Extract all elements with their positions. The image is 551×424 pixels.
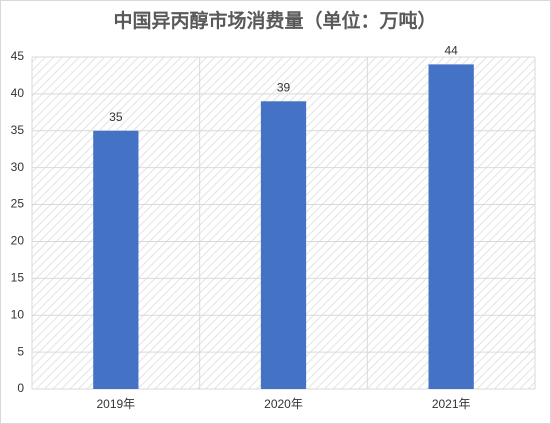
data-label: 39	[277, 80, 291, 94]
y-tick-label: 25	[11, 197, 25, 211]
x-tick-label: 2021年	[432, 397, 471, 411]
bar	[260, 101, 307, 390]
data-label: 44	[444, 44, 458, 58]
bar	[93, 130, 139, 389]
x-tick-label: 2020年	[264, 397, 303, 411]
bar	[428, 64, 474, 389]
y-tick-label: 10	[11, 307, 25, 321]
y-tick-label: 0	[17, 381, 24, 395]
y-tick-label: 45	[11, 49, 25, 63]
y-tick-label: 5	[17, 344, 24, 358]
data-label: 35	[109, 110, 123, 124]
y-tick-label: 20	[11, 234, 25, 248]
y-tick-label: 35	[11, 123, 25, 137]
y-tick-label: 15	[11, 271, 25, 285]
y-tick-label: 30	[11, 160, 25, 174]
chart-title: 中国异丙醇市场消费量（单位：万吨）	[113, 9, 436, 32]
x-tick-label: 2019年	[96, 397, 135, 411]
y-tick-label: 40	[11, 86, 25, 100]
